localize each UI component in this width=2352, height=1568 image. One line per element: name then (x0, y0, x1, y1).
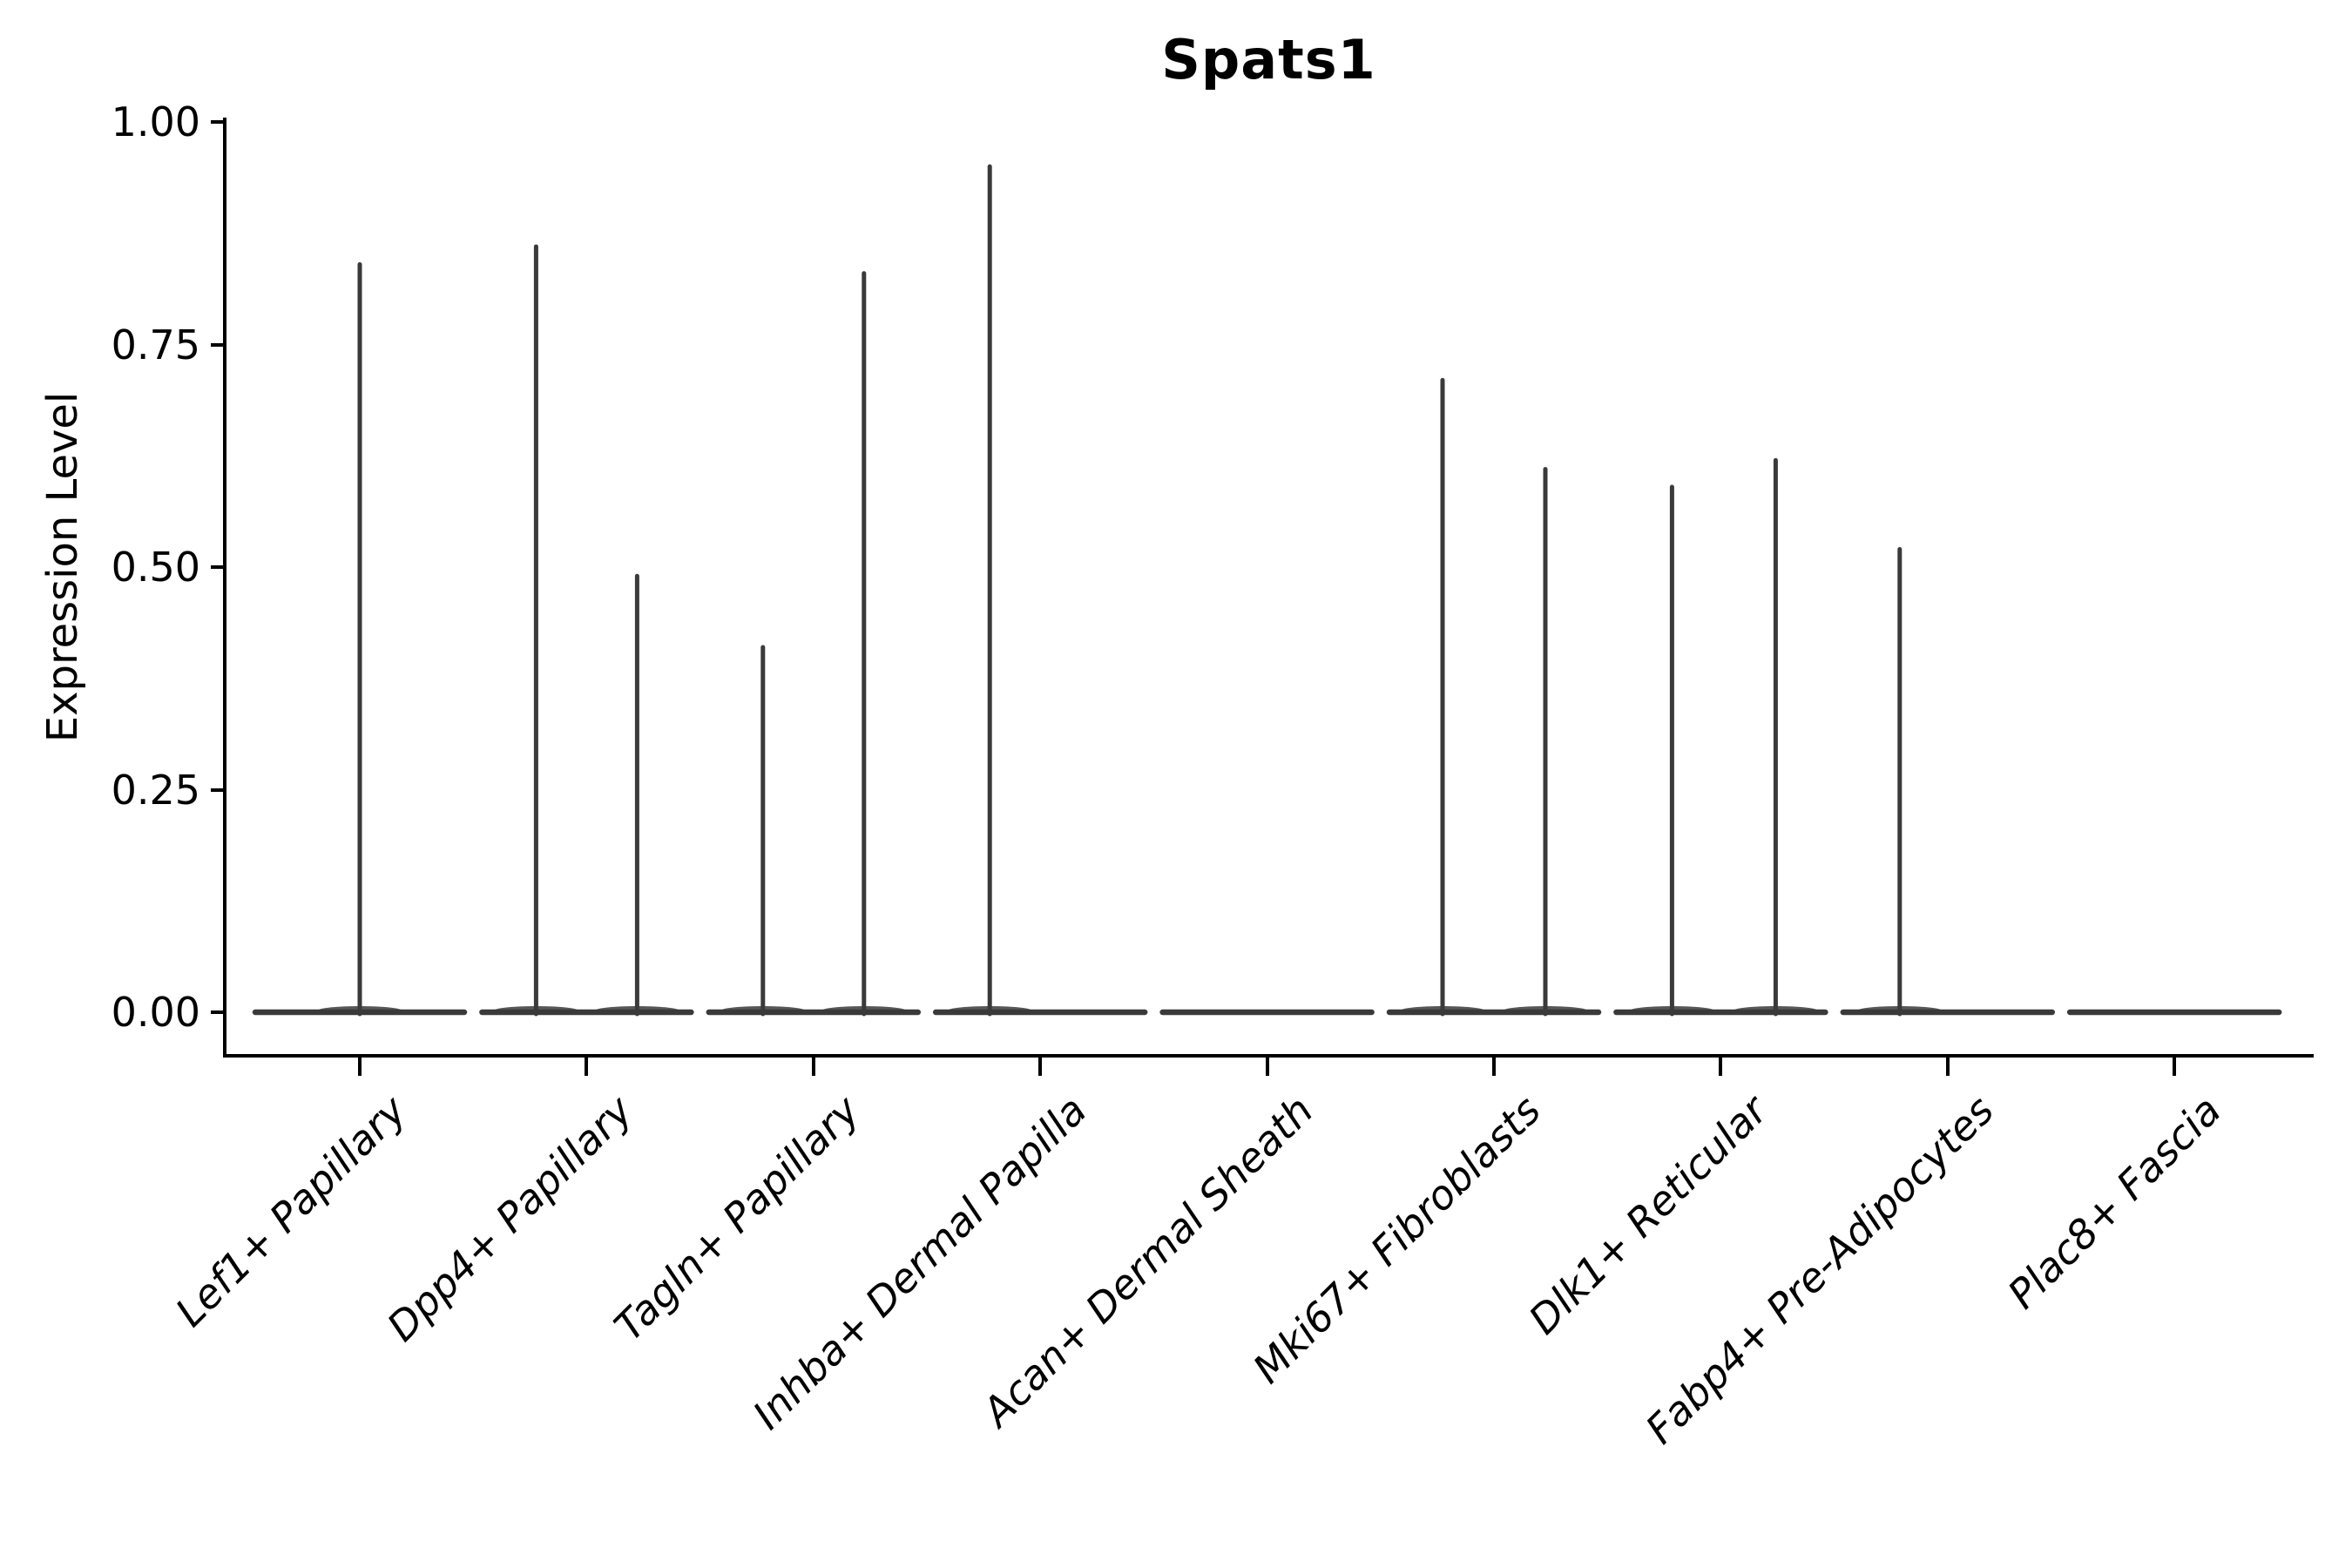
y-tick-label: 0.00 (111, 989, 200, 1036)
x-axis-tick (1945, 1057, 1950, 1076)
x-axis-tick (1038, 1057, 1043, 1076)
y-axis-tick (211, 342, 225, 347)
x-axis-tick (1719, 1057, 1723, 1076)
y-axis-tick (211, 1010, 225, 1014)
x-axis-tick (2173, 1057, 2177, 1076)
x-axis-tick (1492, 1057, 1496, 1076)
x-axis-tick (585, 1057, 589, 1076)
y-axis-tick (211, 787, 225, 792)
x-axis-spine (223, 1054, 2314, 1058)
x-axis-tick (811, 1057, 815, 1076)
y-tick-label: 1.00 (111, 98, 200, 145)
y-axis-spine (223, 118, 226, 1056)
y-tick-label: 0.25 (111, 766, 200, 814)
y-tick-label: 0.75 (111, 321, 200, 368)
y-axis-tick (211, 120, 225, 124)
y-tick-label: 0.50 (111, 544, 200, 591)
y-axis-tick (211, 565, 225, 569)
chart-title: Spats1 (1161, 28, 1376, 91)
x-axis-tick (1265, 1057, 1269, 1076)
x-axis-tick (358, 1057, 362, 1076)
